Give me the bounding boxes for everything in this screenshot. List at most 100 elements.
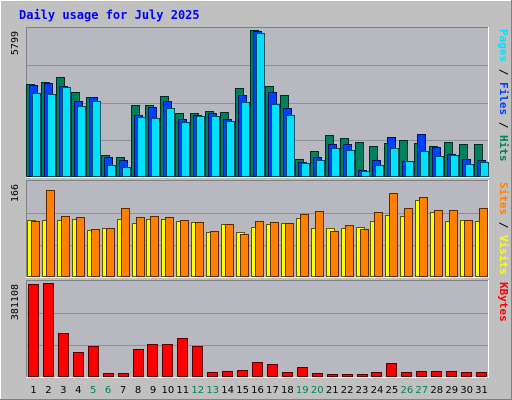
x-tick-label: 28: [430, 385, 443, 396]
bar-kbytes-day-7: [118, 373, 129, 377]
bar-pages-day-22: [346, 150, 355, 177]
bar-pages-day-20: [316, 160, 325, 177]
x-tick-label: 10: [162, 385, 175, 396]
x-tick-label: 5: [90, 385, 96, 396]
x-tick-label: 1: [30, 385, 36, 396]
x-tick-label: 6: [105, 385, 111, 396]
bar-kbytes-day-10: [162, 344, 173, 377]
bar-kbytes-day-6: [103, 373, 114, 377]
bar-pages-day-9: [151, 118, 160, 177]
bar-kbytes-day-24: [371, 372, 382, 377]
bar-pages-day-28: [435, 156, 444, 177]
bar-pages-day-30: [465, 164, 474, 177]
x-tick-label: 30: [460, 385, 473, 396]
bar-sites-day-9: [150, 216, 159, 277]
bar-kbytes-day-19: [297, 367, 308, 377]
bar-pages-day-8: [137, 117, 146, 177]
bar-kbytes-day-17: [267, 364, 278, 377]
bar-sites-day-5: [91, 229, 100, 277]
x-tick-label: 27: [415, 385, 428, 396]
panel-hits-legend: Pages / Files / Hits: [497, 29, 510, 162]
legend-entry: /: [497, 215, 510, 235]
bar-kbytes-day-12: [192, 346, 203, 377]
bar-pages-day-10: [166, 108, 175, 177]
bar-pages-day-14: [226, 121, 235, 177]
bar-kbytes-day-14: [222, 371, 233, 377]
bar-kbytes-day-31: [476, 372, 487, 377]
bar-sites-day-17: [270, 222, 279, 277]
x-tick-label: 15: [236, 385, 249, 396]
x-tick-label: 25: [386, 385, 399, 396]
bar-pages-day-3: [62, 87, 71, 177]
panel-kbytes-plot-area: [26, 280, 489, 378]
bar-kbytes-day-16: [252, 362, 263, 377]
legend-entry: Sites: [497, 182, 510, 215]
bar-kbytes-day-27: [416, 371, 427, 377]
panel-hits: 5799 Pages / Files / Hits: [10, 27, 510, 178]
bar-sites-day-21: [330, 231, 339, 277]
bar-pages-day-31: [480, 162, 489, 177]
bar-sites-day-31: [479, 208, 488, 277]
bar-sites-day-11: [180, 220, 189, 277]
bar-sites-day-18: [285, 223, 294, 277]
x-tick-label: 24: [371, 385, 384, 396]
bar-pages-day-24: [375, 165, 384, 177]
bar-sites-day-1: [31, 221, 40, 277]
bar-sites-day-16: [255, 221, 264, 277]
bar-sites-day-10: [165, 217, 174, 277]
bar-pages-day-13: [211, 116, 220, 177]
bar-sites-day-23: [360, 229, 369, 277]
bar-kbytes-day-9: [147, 344, 158, 377]
bar-kbytes-day-13: [207, 372, 218, 377]
bar-pages-day-11: [181, 122, 190, 177]
bar-sites-day-8: [136, 217, 145, 277]
x-tick-label: 18: [281, 385, 294, 396]
x-tick-label: 12: [191, 385, 204, 396]
legend-entry: Pages: [497, 29, 510, 62]
x-tick-label: 16: [251, 385, 264, 396]
legend-entry: /: [497, 62, 510, 82]
legend-entry: Files: [497, 82, 510, 115]
legend-entry: Visits: [497, 235, 510, 275]
panel-kbytes: 381108 KBytes: [10, 280, 510, 378]
bar-sites-day-27: [419, 197, 428, 277]
bar-kbytes-day-1: [28, 284, 39, 377]
bar-kbytes-day-21: [327, 374, 338, 377]
bar-kbytes-day-5: [88, 346, 99, 377]
bar-pages-day-1: [32, 93, 41, 177]
panel-visits: 166 Sites / Visits: [10, 180, 510, 278]
bar-sites-day-7: [121, 208, 130, 277]
x-tick-label: 19: [296, 385, 309, 396]
bar-kbytes-day-4: [73, 352, 84, 377]
bar-sites-day-29: [449, 210, 458, 277]
bar-pages-day-23: [361, 171, 370, 177]
bar-kbytes-day-25: [386, 363, 397, 377]
panel-hits-ymax-label: 5799: [10, 31, 21, 55]
bar-sites-day-6: [106, 228, 115, 277]
x-tick-label: 31: [475, 385, 488, 396]
bar-kbytes-day-15: [237, 370, 248, 377]
bar-pages-day-26: [405, 161, 414, 177]
x-tick-label: 13: [206, 385, 219, 396]
panels: 5799 Pages / Files / Hits 166 Sites / Visit…: [10, 27, 510, 378]
chart-title: Daily usage for July 2025: [19, 8, 200, 22]
x-tick-label: 11: [176, 385, 189, 396]
bar-sites-day-30: [464, 220, 473, 277]
bar-kbytes-day-22: [342, 374, 353, 377]
panel-visits-legend: Sites / Visits: [497, 182, 510, 275]
legend-entry: Hits: [497, 135, 510, 162]
bar-kbytes-day-2: [43, 283, 54, 377]
x-tick-label: 14: [221, 385, 234, 396]
bar-pages-day-18: [286, 115, 295, 177]
bar-kbytes-day-20: [312, 373, 323, 377]
bar-pages-day-19: [301, 163, 310, 177]
bar-sites-day-25: [389, 193, 398, 277]
bar-sites-day-26: [404, 208, 413, 277]
panel-kbytes-ymax-label: 381108: [10, 284, 21, 320]
bar-kbytes-day-28: [431, 371, 442, 377]
x-tick-label: 9: [150, 385, 156, 396]
bar-sites-day-24: [374, 212, 383, 277]
bar-pages-day-16: [256, 33, 265, 177]
bar-pages-day-25: [390, 148, 399, 177]
